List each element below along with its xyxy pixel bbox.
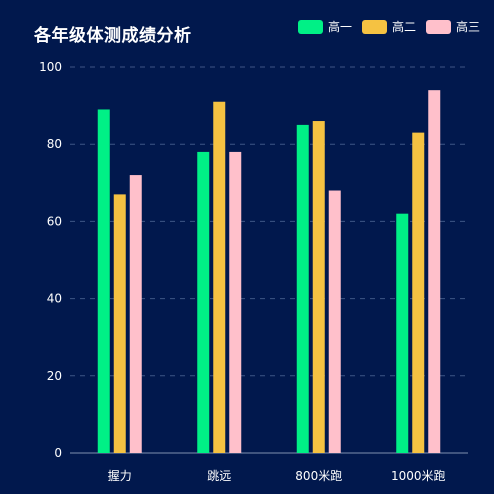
bar-series-3-category-1 bbox=[129, 175, 142, 453]
legend-label-series-1: 高一 bbox=[327, 20, 352, 34]
legend-swatch-series-1 bbox=[297, 19, 323, 34]
bar-series-1-category-3 bbox=[296, 124, 309, 454]
legend-item-series-1[interactable]: 高一 bbox=[297, 18, 352, 35]
legend-label-series-2: 高二 bbox=[391, 20, 416, 34]
y-tick-label-20: 20 bbox=[47, 369, 62, 383]
legend: 高一 高二 高三 bbox=[297, 18, 480, 35]
y-tick-label-100: 100 bbox=[39, 60, 62, 74]
bar-series-1-category-4 bbox=[396, 213, 409, 453]
legend-item-series-3[interactable]: 高三 bbox=[425, 18, 480, 35]
bar-series-3-category-4 bbox=[428, 90, 441, 453]
y-tick-label-60: 60 bbox=[47, 214, 62, 228]
x-tick-label-3: 800米跑 bbox=[295, 469, 342, 483]
x-tick-label-4: 1000米跑 bbox=[391, 469, 446, 483]
bar-series-1-category-1 bbox=[97, 109, 110, 454]
x-tick-label-1: 握力 bbox=[108, 468, 132, 483]
legend-label-series-3: 高三 bbox=[455, 20, 480, 34]
bar-series-3-category-2 bbox=[229, 151, 242, 454]
bar-series-2-category-4 bbox=[412, 132, 425, 453]
bar-series-2-category-3 bbox=[312, 121, 325, 453]
bar-chart: 0 20 40 60 80 100 握力 跳远 800米跑 1000米跑 bbox=[39, 60, 468, 483]
x-tick-label-2: 跳远 bbox=[207, 469, 231, 483]
bar-series-2-category-2 bbox=[213, 101, 226, 454]
chart-frame: 各年级体测成绩分析 高一 高二 高三 0 20 40 60 80 100 握力 跳远 800米跑… bbox=[0, 0, 494, 494]
y-tick-label-40: 40 bbox=[47, 292, 62, 306]
legend-swatch-series-2 bbox=[361, 19, 387, 34]
legend-item-series-2[interactable]: 高二 bbox=[361, 18, 416, 35]
chart-title: 各年级体测成绩分析 bbox=[34, 26, 192, 46]
y-tick-label-0: 0 bbox=[54, 446, 62, 460]
legend-swatch-series-3 bbox=[425, 19, 451, 34]
bar-series-3-category-3 bbox=[328, 190, 341, 453]
bar-series-2-category-1 bbox=[113, 194, 126, 453]
bar-series-1-category-2 bbox=[197, 151, 210, 454]
y-tick-label-80: 80 bbox=[47, 137, 62, 151]
